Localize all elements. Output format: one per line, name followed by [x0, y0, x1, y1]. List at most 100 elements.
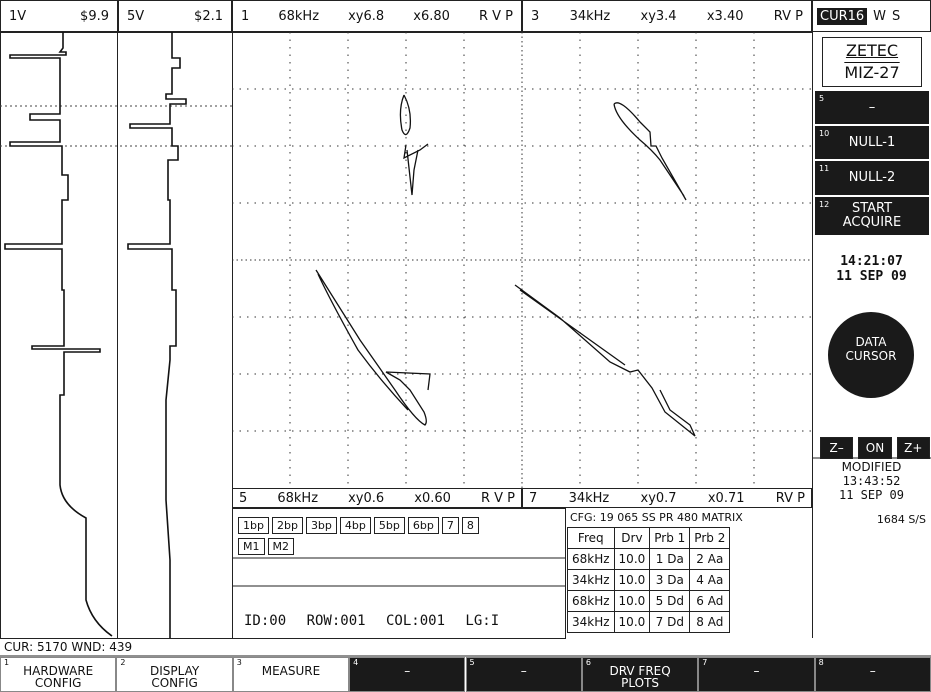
channel-button[interactable]: 1bp [238, 517, 269, 534]
header-xy: xy3.4 [640, 8, 677, 24]
channel-button[interactable]: 5bp [373, 517, 405, 534]
lissajous-header: 3 34kHz xy3.4 x3.40 RV P [522, 0, 812, 32]
key-label: – [404, 664, 411, 678]
header-mode: RV P [773, 8, 803, 24]
button-label: – [868, 99, 876, 115]
mix-button[interactable]: M1 [238, 538, 265, 555]
button-label: NULL-2 [848, 170, 896, 185]
clock: 14:21:07 11 SEP 09 [812, 254, 931, 284]
clock-date: 11 SEP 09 [836, 269, 907, 284]
data-cursor-label: DATA CURSOR [845, 335, 897, 363]
table-row: 68kHz 10.0 1 Da 2 Aa [567, 548, 731, 570]
header-mode: R V P [480, 490, 515, 506]
lissajous-header: 5 68kHz xy0.6 x0.60 R V P [232, 488, 522, 508]
header-x: x0.71 [707, 490, 745, 506]
header-xy: xy0.7 [640, 490, 677, 506]
function-key[interactable]: 3 MEASURE [232, 657, 350, 692]
zoom-button[interactable]: Z– [820, 437, 854, 459]
button-number: 5 [819, 94, 825, 103]
function-key[interactable]: 2 DISPLAY CONFIG [116, 657, 233, 692]
header-channel: 7 [529, 490, 538, 506]
table-cell: 10.0 [613, 611, 651, 633]
data-cursor-button[interactable] [826, 310, 916, 400]
header-x: x3.40 [706, 8, 744, 24]
function-key[interactable]: 8– [814, 657, 931, 692]
sample-rate: 1684 S/S [876, 513, 926, 526]
channel-buttons: 1bp 2bp 3bp 4bp 5bp 6bp 7 8 [238, 514, 568, 534]
header-channel: 1 [241, 8, 250, 24]
table-cell: 1 Da [649, 548, 691, 570]
strip-header: 5V $2.1 [118, 0, 232, 32]
mix-button[interactable]: M2 [267, 538, 294, 555]
strip-header: 1V $9.9 [0, 0, 118, 32]
table-row: 34kHz 10.0 3 Da 4 Aa [567, 569, 731, 591]
key-number: 5 [469, 658, 475, 667]
side-button[interactable]: 5– [814, 90, 930, 125]
lissajous-grid [232, 32, 812, 488]
button-number: 10 [819, 129, 830, 138]
function-key[interactable]: 1 HARDWARE CONFIG [0, 657, 117, 692]
button-label: NULL-1 [848, 134, 896, 150]
channel-button[interactable]: 2bp [271, 517, 303, 534]
header-x: x0.60 [414, 490, 451, 506]
zoom-buttons: Z– ON Z+ [820, 437, 930, 459]
button-label: START ACQUIRE [842, 201, 902, 230]
modified-time: 13:43:52 [842, 474, 901, 488]
lissajous-trace [315, 94, 696, 437]
side-button[interactable]: 10 NULL-1 [814, 125, 930, 160]
column-header: Drv [613, 527, 651, 549]
w-indicator: W [873, 8, 887, 24]
table-cell: 2 Aa [689, 548, 731, 570]
column-header: Prb 2 [689, 527, 731, 549]
config-table: Freq Drv Prb 1 Prb 2 68kHz 10.0 1 Da 2 Aa 34kHz 1… [567, 527, 731, 633]
channel-button[interactable]: 4bp [339, 517, 371, 534]
header-freq: 68kHz [278, 8, 320, 24]
header-mode: R V P [478, 8, 513, 24]
header-channel: 5 [239, 490, 248, 506]
channel-button[interactable]: 7 [441, 517, 459, 534]
key-label: – [869, 664, 876, 678]
mix-buttons: M1 M2 [238, 535, 438, 555]
header-xy: xy6.8 [348, 8, 385, 24]
table-row: 68kHz 10.0 5 Dd 6 Ad [567, 590, 731, 612]
table-header-row: Freq Drv Prb 1 Prb 2 [567, 527, 731, 549]
zoom-button[interactable]: ON [858, 437, 892, 459]
function-key[interactable]: 7– [698, 657, 815, 692]
modified-label: MODIFIED [841, 460, 902, 474]
lissajous-header: 7 34kHz xy0.7 x0.71 RV P [522, 488, 812, 508]
button-number: 12 [819, 200, 830, 209]
table-cell: 34kHz [567, 611, 615, 633]
key-number: 7 [702, 658, 708, 667]
function-key[interactable]: 4– [349, 657, 466, 692]
table-row: 34kHz 10.0 7 Dd 8 Ad [567, 611, 731, 633]
modified-info: MODIFIED 13:43:52 11 SEP 09 [812, 460, 931, 502]
side-button[interactable]: 11 NULL-2 [814, 160, 930, 196]
strip-trace [127, 32, 187, 638]
config-title: CFG: 19 065 SS PR 480 MATRIX [570, 511, 743, 524]
strip-frame [0, 32, 118, 639]
key-label: – [520, 664, 527, 678]
channel-button[interactable]: 6bp [407, 517, 439, 534]
function-key[interactable]: 5– [465, 657, 582, 692]
side-button[interactable]: 12 START ACQUIRE [814, 196, 930, 236]
table-cell: 5 Dd [649, 590, 691, 612]
channel: 5V [127, 8, 145, 24]
key-number: 4 [353, 658, 359, 667]
table-cell: 10.0 [613, 590, 651, 612]
column-header: Prb 1 [649, 527, 691, 549]
table-cell: 4 Aa [689, 569, 731, 591]
cursor-indicator: CUR16 [817, 7, 868, 25]
header-freq: 34kHz [568, 490, 610, 506]
channel-button[interactable]: 3bp [305, 517, 337, 534]
table-cell: 34kHz [567, 569, 615, 591]
table-cell: 68kHz [567, 548, 615, 570]
table-cell: 6 Ad [689, 590, 731, 612]
function-key[interactable]: 6 DRV FREQ PLOTS [581, 657, 699, 692]
header-xy: xy0.6 [348, 490, 385, 506]
s-indicator: S [892, 8, 901, 24]
channel-button[interactable]: 8 [461, 517, 479, 534]
plot-canvas [0, 32, 931, 657]
zoom-button[interactable]: Z+ [896, 437, 930, 459]
key-number: 8 [818, 658, 824, 667]
